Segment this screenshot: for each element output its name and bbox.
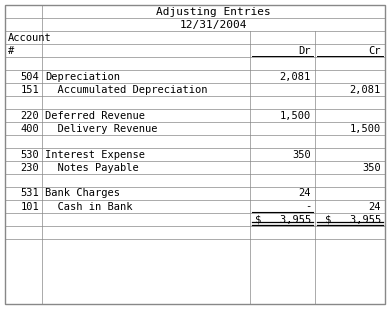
- Text: Cash in Bank: Cash in Bank: [45, 201, 133, 211]
- Text: $   3,955: $ 3,955: [255, 214, 311, 225]
- Text: Depreciation: Depreciation: [45, 71, 120, 82]
- Text: #: #: [8, 45, 14, 56]
- Text: 2,081: 2,081: [350, 84, 381, 95]
- Text: 531: 531: [20, 188, 39, 198]
- Text: Bank Charges: Bank Charges: [45, 188, 120, 198]
- Text: 101: 101: [20, 201, 39, 211]
- Text: 220: 220: [20, 111, 39, 121]
- Text: 350: 350: [362, 163, 381, 172]
- Text: 530: 530: [20, 150, 39, 159]
- Text: 1,500: 1,500: [280, 111, 311, 121]
- Text: Interest Expense: Interest Expense: [45, 150, 145, 159]
- Text: Account: Account: [8, 32, 52, 43]
- Text: Notes Payable: Notes Payable: [45, 163, 139, 172]
- Text: 504: 504: [20, 71, 39, 82]
- Text: Delivery Revenue: Delivery Revenue: [45, 124, 158, 133]
- Text: 1,500: 1,500: [350, 124, 381, 133]
- Text: Accumulated Depreciation: Accumulated Depreciation: [45, 84, 207, 95]
- Text: -: -: [305, 201, 311, 211]
- Text: Dr: Dr: [298, 45, 311, 56]
- Text: 400: 400: [20, 124, 39, 133]
- Text: 350: 350: [292, 150, 311, 159]
- Text: 24: 24: [298, 188, 311, 198]
- Text: $   3,955: $ 3,955: [325, 214, 381, 225]
- Text: 12/31/2004: 12/31/2004: [180, 19, 247, 29]
- Text: 151: 151: [20, 84, 39, 95]
- Text: 24: 24: [369, 201, 381, 211]
- Text: 230: 230: [20, 163, 39, 172]
- Text: Adjusting Entries: Adjusting Entries: [156, 6, 271, 16]
- Text: 2,081: 2,081: [280, 71, 311, 82]
- Text: Cr: Cr: [369, 45, 381, 56]
- Text: Deferred Revenue: Deferred Revenue: [45, 111, 145, 121]
